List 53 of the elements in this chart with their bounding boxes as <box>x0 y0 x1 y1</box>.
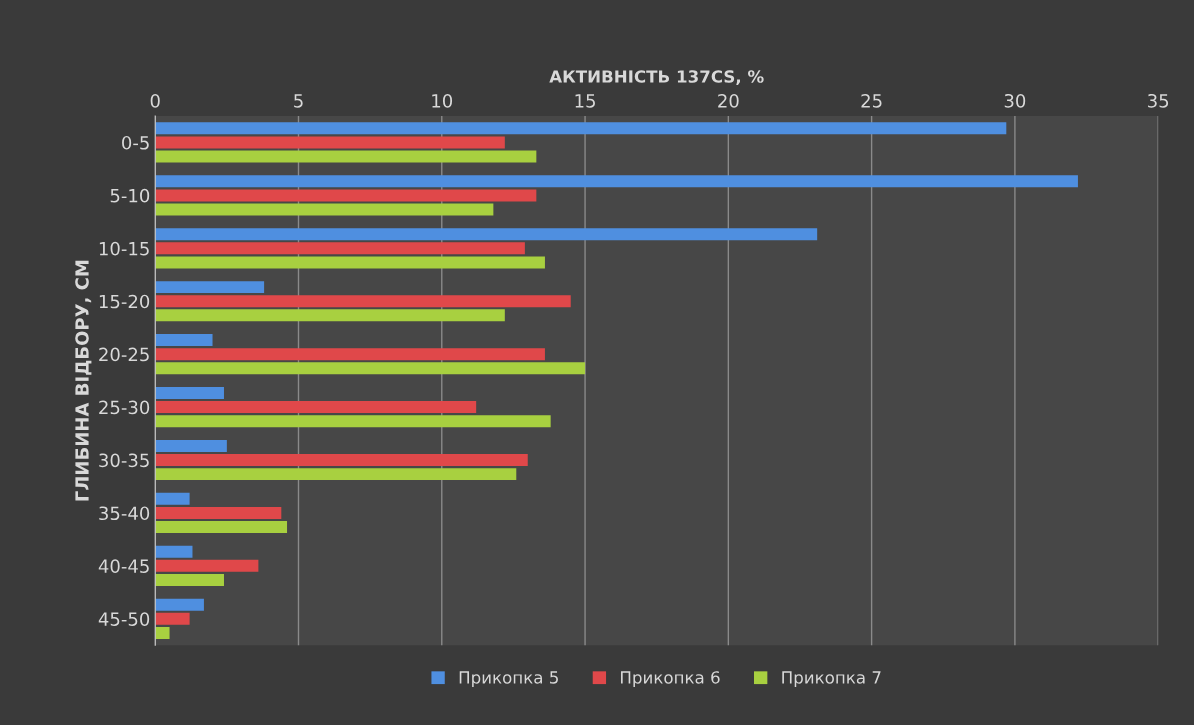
bar <box>155 559 259 572</box>
bar <box>155 228 818 241</box>
bar <box>155 295 571 308</box>
bar <box>155 545 193 558</box>
y-tick-label: 25-30 <box>99 400 150 415</box>
bar <box>155 439 227 452</box>
x-tick-label: 10 <box>432 93 453 108</box>
bar <box>155 521 288 534</box>
bar <box>155 415 551 428</box>
y-tick-label: 10-15 <box>99 241 149 256</box>
bar <box>155 309 505 322</box>
bar <box>155 150 537 163</box>
legend-label: Прикопка 5 <box>459 671 558 687</box>
bar <box>155 203 494 216</box>
bar <box>155 122 1007 135</box>
x-tick-label: 5 <box>294 94 303 108</box>
bar <box>155 506 282 519</box>
bar <box>155 175 1078 188</box>
bar <box>155 612 190 625</box>
y-tick-label: 20-25 <box>99 347 149 362</box>
bar <box>155 334 213 347</box>
bar <box>155 454 528 467</box>
bar <box>155 626 170 639</box>
bar <box>155 573 224 586</box>
x-tick-label: 15 <box>575 94 595 108</box>
y-tick-label: 30-35 <box>99 453 149 468</box>
bar <box>155 136 505 149</box>
bar <box>155 242 525 255</box>
bar <box>155 362 586 375</box>
bar <box>155 492 190 505</box>
x-tick-label: 25 <box>861 93 882 108</box>
y-tick-label: 0-5 <box>122 135 149 150</box>
bar <box>155 281 265 294</box>
bar <box>155 348 545 361</box>
legend-label: Прикопка 7 <box>782 671 881 687</box>
x-tick-label: 20 <box>718 93 739 108</box>
bar <box>155 189 537 202</box>
y-axis-title: ГЛИБИНА ВІДБОРУ, СМ <box>75 260 92 501</box>
x-axis-title: АКТИВНІСТЬ 137CS, % <box>549 70 764 85</box>
y-tick-label: 40-45 <box>98 559 149 573</box>
bar <box>155 386 224 399</box>
bar <box>155 598 204 611</box>
x-tick-label: 35 <box>1148 93 1169 108</box>
x-tick-label: 0 <box>150 93 160 108</box>
y-tick-label: 15-20 <box>99 294 150 309</box>
y-tick-label: 35-40 <box>99 506 150 521</box>
bar <box>155 468 517 481</box>
bar <box>155 401 477 414</box>
legend-label: Прикопка 6 <box>621 671 720 687</box>
y-tick-label: 5-10 <box>110 188 150 203</box>
x-tick-label: 30 <box>1004 93 1026 108</box>
bar <box>155 256 545 269</box>
y-tick-label: 45-50 <box>98 612 150 626</box>
